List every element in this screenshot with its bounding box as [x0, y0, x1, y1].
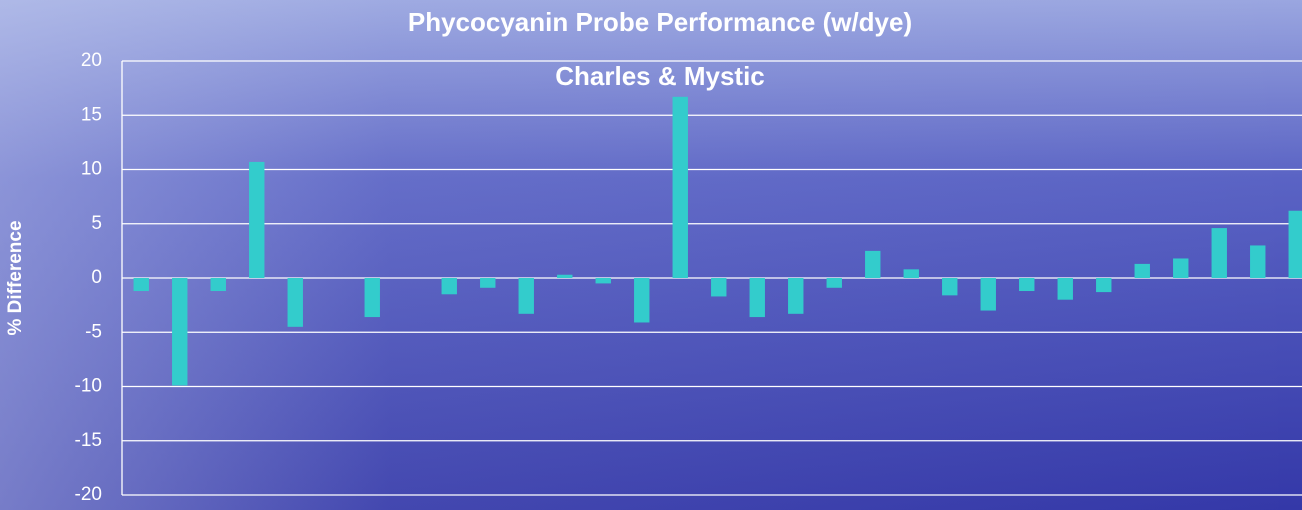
- y-tick-label: 10: [81, 159, 102, 180]
- bar: [364, 278, 380, 318]
- bar: [1173, 258, 1189, 278]
- bar: [1288, 210, 1302, 278]
- bar: [595, 278, 611, 284]
- y-tick-label: 15: [81, 104, 102, 125]
- y-tick-label: -20: [75, 484, 102, 505]
- bar: [788, 278, 804, 314]
- bar: [557, 274, 573, 278]
- y-tick-label: -5: [85, 321, 102, 342]
- bar: [518, 278, 534, 314]
- bar: [287, 278, 303, 327]
- y-tick-label: -15: [75, 430, 102, 451]
- bar: [249, 161, 265, 278]
- bar: [942, 278, 958, 296]
- bar: [133, 278, 149, 292]
- bar: [1250, 245, 1266, 278]
- y-tick-label: 5: [91, 213, 102, 234]
- bar: [1096, 278, 1112, 293]
- bar: [634, 278, 650, 323]
- bar: [980, 278, 996, 311]
- bar: [749, 278, 765, 318]
- bar: [711, 278, 727, 297]
- y-tick-label: 0: [91, 267, 102, 288]
- bar: [826, 278, 842, 288]
- chart-title: Phycocyanin Probe Performance (w/dye): [408, 7, 912, 37]
- bar: [865, 250, 881, 278]
- y-tick-label: 20: [81, 50, 102, 71]
- bar: [210, 278, 226, 292]
- y-tick-label: -10: [75, 376, 102, 397]
- bar: [480, 278, 496, 288]
- bar: [672, 96, 688, 279]
- bar: [1057, 278, 1073, 300]
- y-axis-title: % Difference: [5, 220, 26, 335]
- grid: [122, 60, 1302, 496]
- bar: [1019, 278, 1035, 292]
- chart-subtitle: Charles & Mystic: [555, 61, 765, 91]
- bar: [441, 278, 457, 295]
- bar: [1134, 263, 1150, 278]
- bar: [172, 278, 188, 386]
- bar: [1211, 228, 1227, 278]
- bar: [903, 269, 919, 278]
